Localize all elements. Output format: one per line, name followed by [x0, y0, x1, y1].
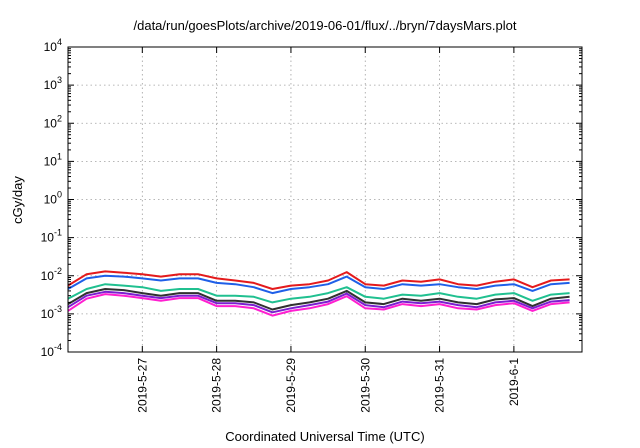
x-tick-label: 2019-5-29 [284, 358, 298, 413]
series-line-1 [67, 270, 570, 290]
x-tick-label: 2019-6-1 [507, 358, 521, 406]
y-tick-label: 101 [44, 151, 62, 168]
x-tick-label: 2019-5-30 [358, 358, 372, 413]
series-line-4 [67, 288, 570, 311]
series-group [67, 270, 570, 317]
y-tick-label: 10-1 [41, 228, 62, 245]
x-tick-label: 2019-5-27 [135, 358, 149, 413]
y-tick-labels: 10-4 10-3 10-2 10-1 100 101 102 103 104 [41, 37, 62, 359]
y-tick-label: 10-2 [41, 266, 62, 283]
y-tick-label: 103 [44, 75, 62, 92]
series-line-5 [67, 290, 570, 314]
y-tick-label: 10-4 [41, 342, 62, 359]
series-line-3 [67, 283, 570, 304]
grid [68, 47, 582, 352]
x-tick-labels: 2019-5-27 2019-5-28 2019-5-29 2019-5-30 2019… [135, 358, 521, 413]
y-axis-title: cGy/day [10, 176, 25, 224]
series-line-2 [67, 274, 570, 295]
series-line-6 [67, 293, 570, 317]
x-tick-label: 2019-5-31 [433, 358, 447, 413]
y-tick-label: 100 [44, 190, 62, 207]
ticks [68, 46, 582, 353]
y-tick-label: 104 [44, 37, 62, 54]
x-axis-title: Coordinated Universal Time (UTC) [225, 429, 424, 444]
chart-title: /data/run/goesPlots/archive/2019-06-01/f… [134, 18, 517, 33]
y-tick-label: 102 [44, 113, 62, 130]
y-tick-label: 10-3 [41, 304, 62, 321]
x-tick-label: 2019-5-28 [210, 358, 224, 413]
